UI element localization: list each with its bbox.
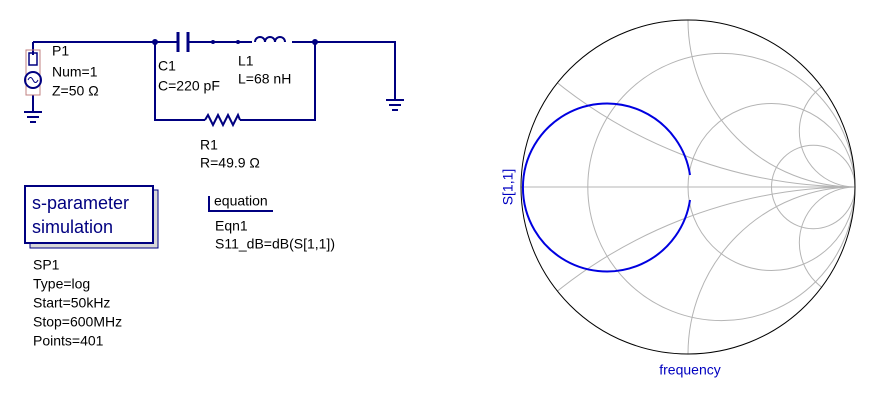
smith-grid bbox=[687, 103, 855, 271]
label: S11_dB=dB(S[1,1]) bbox=[215, 236, 335, 252]
port-wave bbox=[27, 77, 39, 83]
smith-grid bbox=[687, 20, 855, 188]
smith-grid bbox=[521, 20, 855, 188]
label: L1 bbox=[238, 53, 254, 69]
label: Start=50kHz bbox=[33, 295, 110, 311]
smith-chart: S[1,1] frequency bbox=[500, 19, 856, 378]
wires bbox=[32, 41, 396, 121]
sim-block bbox=[24, 185, 154, 244]
ground bbox=[386, 99, 404, 111]
label: R1 bbox=[200, 137, 218, 153]
smith-grid bbox=[587, 52, 855, 322]
smith-grid bbox=[771, 144, 855, 230]
label: C1 bbox=[158, 58, 176, 74]
equation-title: equation bbox=[214, 193, 268, 209]
inductor bbox=[254, 36, 286, 43]
resistor bbox=[204, 112, 241, 128]
port-source bbox=[24, 71, 42, 89]
x-axis-label: frequency bbox=[659, 362, 720, 378]
label: L=68 nH bbox=[238, 71, 291, 87]
label: C=220 pF bbox=[158, 78, 220, 94]
label: P1 bbox=[52, 43, 69, 59]
label: Eqn1 bbox=[215, 218, 248, 234]
label: Stop=600MHz bbox=[33, 314, 122, 330]
port-resistor bbox=[28, 52, 38, 66]
label: Num=1 bbox=[52, 64, 98, 80]
smith-outline bbox=[520, 19, 856, 355]
schematic: P1 Num=1 Z=50 Ω C1 C=220 pF L1 L=68 nH R… bbox=[24, 32, 404, 349]
sim-title: simulation bbox=[32, 217, 113, 237]
label: Type=log bbox=[33, 276, 90, 292]
port-frame bbox=[25, 49, 41, 96]
label: R=49.9 Ω bbox=[200, 155, 260, 171]
s11-trace bbox=[521, 102, 691, 273]
sim-title: s-parameter bbox=[32, 193, 129, 213]
label: Z=50 Ω bbox=[52, 83, 99, 99]
y-axis-label: S[1,1] bbox=[500, 169, 516, 206]
label: Points=401 bbox=[33, 333, 104, 349]
label: SP1 bbox=[33, 257, 60, 273]
ground bbox=[24, 111, 42, 123]
smith-grid bbox=[687, 186, 855, 354]
equation-bracket bbox=[208, 196, 273, 212]
